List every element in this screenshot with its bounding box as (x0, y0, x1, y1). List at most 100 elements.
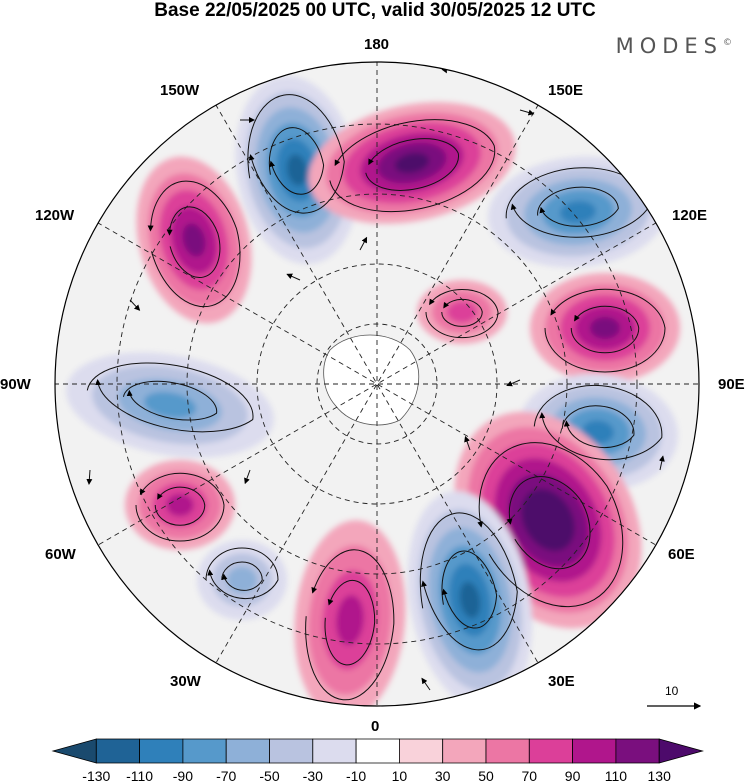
anomaly-negative (66, 352, 274, 458)
streamline (441, 550, 498, 629)
streamline-loop (154, 486, 206, 526)
colorbar-tick-label: -50 (259, 768, 280, 784)
colorbar-tick-label: 110 (604, 768, 628, 784)
wind-arrow (421, 677, 431, 691)
colorbar-bin (95, 738, 141, 764)
colorbar-tick-label: -130 (82, 768, 111, 784)
streamline-loop (324, 579, 376, 666)
colorbar-bin (269, 738, 314, 764)
lon-label-150w: 150W (160, 82, 200, 99)
streamline (166, 206, 221, 278)
streamline (441, 298, 483, 327)
wind-arrow (506, 379, 521, 387)
colorbar-bin (398, 738, 444, 764)
anomaly-negative (197, 540, 287, 620)
anomaly-contour (459, 581, 481, 619)
lon-label-90w: 90W (0, 376, 31, 393)
anomaly-contour (286, 154, 308, 186)
streamline (544, 288, 666, 373)
streamline-loop (544, 288, 666, 373)
anomaly-contour (534, 504, 562, 536)
lon-label-0: 0 (371, 718, 380, 735)
lon-label-120e: 120E (672, 207, 708, 224)
streamline (305, 549, 395, 701)
streamline-loop (419, 512, 518, 651)
map-title: Base 22/05/2025 00 UTC, valid 30/05/2025… (154, 0, 596, 21)
streamline-loop (135, 472, 225, 542)
colorbar (51, 738, 704, 764)
colorbar-bin (485, 738, 530, 764)
wind-arrow (108, 599, 121, 610)
colorbar-tick-label: 70 (521, 768, 538, 784)
map-disc (55, 62, 699, 706)
brand-text: MODES (615, 34, 723, 58)
wind-arrow (464, 435, 471, 451)
vector-scale-label: 10 (665, 684, 679, 698)
streamline-loop (221, 561, 263, 591)
streamline (533, 384, 663, 461)
streamline (561, 405, 635, 448)
streamline-loop (561, 405, 635, 448)
colorbar-bin (442, 738, 487, 764)
anomaly-contour (560, 200, 596, 224)
streamline-loop (425, 288, 499, 339)
streamline (205, 547, 279, 600)
colorbar-bin (312, 738, 357, 764)
streamline (419, 512, 518, 651)
streamline (154, 486, 206, 526)
colorbar-bin (51, 738, 97, 764)
streamline-loop (86, 362, 254, 433)
wind-arrow (244, 469, 251, 485)
streamline-loop (247, 94, 345, 214)
colorbar-bin (615, 738, 660, 764)
streamline (324, 579, 376, 666)
streamline (365, 138, 460, 191)
lon-label-60e: 60E (668, 546, 695, 563)
colorbar-bin (528, 738, 573, 764)
colorbar-tick-label: -10 (345, 768, 367, 784)
colorbar-tick-label: -70 (216, 768, 237, 784)
streamline (329, 119, 496, 213)
anomaly-positive (417, 280, 507, 344)
anomaly-positive (294, 520, 406, 706)
anomaly-negative (488, 156, 668, 268)
lon-label-120w: 120W (35, 207, 75, 224)
colorbar-bin (658, 738, 704, 764)
lon-label-90e: 90E (718, 376, 745, 393)
streamline (86, 362, 254, 433)
streamline-loop (537, 186, 619, 227)
colorbar-tick-label: 130 (647, 768, 671, 784)
streamline-loop (166, 206, 221, 278)
anomaly-contour (590, 317, 620, 339)
colorbar-bin (225, 738, 270, 764)
wind-streamlines (86, 62, 699, 702)
streamline-loop (570, 305, 640, 354)
anomaly-contour (394, 152, 430, 174)
anomaly-contour (227, 566, 257, 594)
anomaly-contour (582, 420, 614, 444)
anomaly-contour (182, 223, 206, 257)
anomaly-contour (336, 595, 364, 645)
wind-arrow (285, 695, 301, 702)
streamline (570, 305, 640, 354)
wind-arrow (86, 469, 93, 485)
colorbar-tick-label: 90 (564, 768, 581, 784)
anomaly-contour (447, 301, 477, 323)
streamline (506, 476, 591, 570)
colorbar-bin (572, 738, 617, 764)
wind-arrow (359, 236, 368, 251)
lon-label-150e: 150E (548, 82, 584, 99)
arctic-coastline (323, 334, 420, 426)
streamline-loop (268, 127, 325, 195)
wind-arrow (286, 273, 301, 281)
map-boundary (54, 61, 700, 707)
streamline-loop (441, 550, 498, 629)
lon-label-180: 180 (364, 36, 390, 53)
streamline (147, 180, 241, 308)
lon-label-30e: 30E (548, 673, 575, 690)
colorbar-bin (355, 738, 400, 764)
anomaly-contour (144, 391, 196, 419)
colorbar-tick-label: 50 (478, 768, 494, 784)
streamline (425, 288, 499, 339)
anomaly-positive (308, 102, 516, 224)
